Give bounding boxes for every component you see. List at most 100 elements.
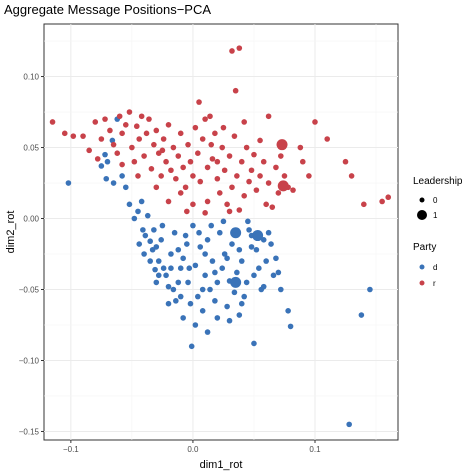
data-point-r	[92, 119, 99, 125]
legend-leadership-1-symbol	[417, 210, 427, 220]
data-point-r	[170, 144, 177, 151]
data-point-r	[158, 173, 164, 179]
data-point-d	[168, 251, 174, 257]
data-point-r	[160, 136, 167, 142]
data-point-d	[204, 237, 211, 243]
data-point-d	[212, 269, 218, 276]
data-point-d	[142, 232, 149, 239]
data-point-r	[257, 137, 263, 144]
data-point-d	[180, 315, 186, 321]
data-point-r	[251, 151, 257, 158]
data-point-d	[273, 255, 279, 262]
data-point-r	[257, 173, 263, 179]
data-point-r	[195, 150, 201, 157]
data-point-d	[190, 222, 196, 229]
data-point-r	[122, 122, 129, 128]
data-point-d	[185, 279, 191, 286]
data-point-d	[65, 180, 72, 186]
data-point-r	[126, 109, 133, 115]
data-point-r	[306, 173, 312, 179]
data-point-d	[186, 265, 193, 272]
legend-party-d-symbol	[419, 264, 425, 270]
legend-party-r-label: r	[433, 279, 436, 288]
data-point-r	[80, 133, 86, 139]
data-point-d	[140, 227, 146, 233]
data-point-r	[107, 127, 113, 134]
data-point-r	[208, 141, 215, 148]
data-point-r	[220, 124, 227, 131]
data-point-d	[214, 315, 221, 321]
data-point-r	[216, 190, 223, 196]
data-point-r	[190, 173, 196, 179]
legend-leadership-1-label: 1	[433, 211, 438, 220]
data-point-r	[238, 158, 245, 165]
data-point-r	[114, 150, 121, 157]
y-tick-label: −0.15	[19, 427, 40, 436]
y-axis-title: dim2_rot	[5, 211, 17, 254]
data-point-d	[180, 255, 186, 262]
data-point-r	[102, 116, 108, 122]
data-point-r	[281, 173, 288, 179]
data-point-r	[226, 153, 233, 159]
data-point-r	[192, 124, 199, 131]
data-point-d	[131, 215, 138, 222]
data-point-d	[153, 244, 160, 250]
x-tick-label: −0.1	[63, 445, 79, 454]
data-point-d	[199, 307, 206, 314]
data-point-r	[226, 208, 233, 215]
data-point-r	[153, 127, 160, 134]
data-point-r	[190, 201, 196, 208]
data-point-r	[148, 166, 155, 172]
data-point-r	[273, 164, 279, 171]
y-tick-label: 0.00	[23, 215, 39, 224]
data-point-d	[216, 229, 223, 236]
data-point-r	[236, 207, 243, 213]
data-point-r	[136, 136, 143, 142]
data-point-r	[199, 136, 206, 142]
data-point-d	[238, 258, 245, 264]
data-point-d	[221, 251, 228, 257]
data-point-d	[270, 272, 277, 279]
legend-party-r-symbol	[419, 280, 425, 286]
data-point-d	[251, 272, 257, 279]
data-point-r	[241, 119, 247, 125]
data-point-r	[212, 130, 218, 137]
x-axis-title: dim1_rot	[200, 459, 243, 471]
data-point-r	[219, 144, 226, 151]
data-point-d	[192, 322, 199, 328]
data-point-r	[197, 178, 204, 185]
data-point-d	[287, 323, 294, 330]
data-point-d	[224, 303, 230, 310]
data-point-d	[175, 246, 182, 253]
data-point-d	[346, 421, 352, 428]
data-point-d	[265, 229, 272, 236]
data-point-d	[170, 286, 177, 293]
data-point-r	[165, 122, 172, 128]
data-point-r	[379, 198, 385, 205]
data-point-r	[263, 201, 269, 208]
data-point-r	[229, 48, 235, 54]
data-point-r	[269, 204, 276, 210]
data-point-r	[184, 208, 190, 215]
data-point-r	[236, 45, 243, 51]
x-tick-label: 0.0	[187, 445, 199, 454]
data-point-r	[133, 123, 140, 130]
data-point-d	[192, 262, 199, 269]
data-point-r	[253, 187, 260, 193]
data-point-d	[241, 293, 247, 300]
y-tick-label: −0.05	[19, 286, 40, 295]
data-point-d	[144, 212, 151, 219]
data-point-r	[119, 161, 125, 168]
data-point-leader-r	[276, 139, 288, 151]
x-axis-ticks: −0.1 0.0 0.1	[63, 440, 321, 454]
data-point-d	[98, 163, 105, 169]
legend-leadership-title: Leadership	[413, 176, 463, 187]
data-point-r	[86, 147, 92, 154]
legend-party-title: Party	[413, 242, 436, 253]
data-point-d	[188, 343, 195, 350]
data-point-d	[245, 218, 251, 225]
data-point-r	[248, 167, 255, 174]
data-point-r	[297, 144, 304, 151]
data-point-d	[358, 312, 365, 318]
